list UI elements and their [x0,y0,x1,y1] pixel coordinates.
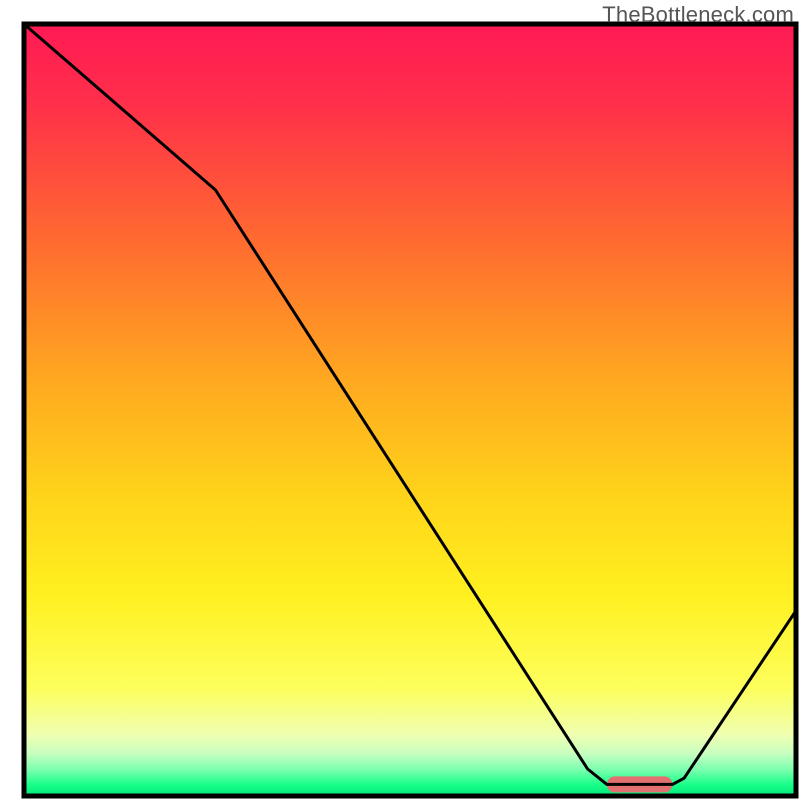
bottleneck-chart [0,0,800,800]
axis-mask-left [0,0,24,800]
watermark-text: TheBottleneck.com [602,2,794,28]
gradient-background [24,24,796,796]
